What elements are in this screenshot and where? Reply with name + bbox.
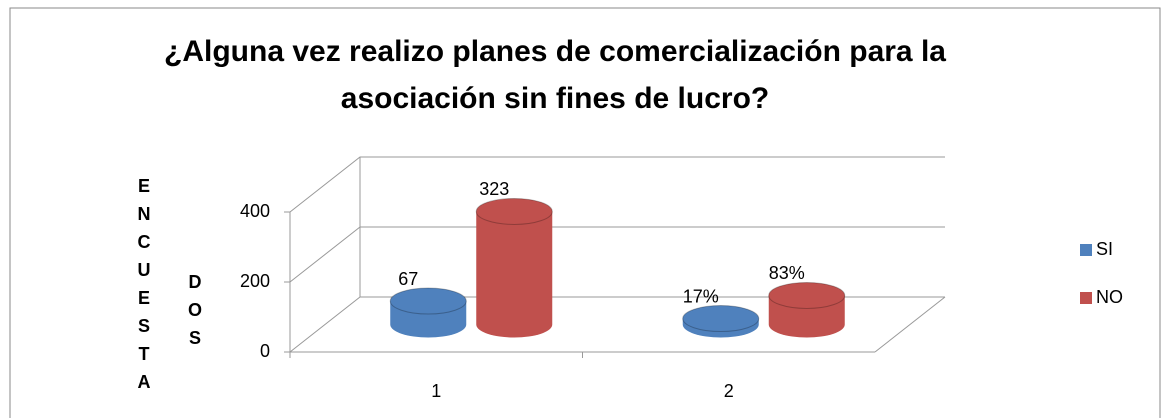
grid-line: [289, 296, 945, 353]
chart-border: [9, 7, 1161, 418]
bar: [682, 305, 760, 338]
data-label: 17%: [683, 286, 719, 306]
grid-line: [289, 156, 945, 213]
y-tick-label: 200: [240, 271, 270, 291]
y-tick-label: 400: [240, 201, 270, 221]
y-label: ENCUESTA: [137, 176, 151, 392]
bar: [389, 287, 467, 338]
x-tick-label: 2: [724, 381, 734, 401]
legend-label: NO: [1096, 287, 1123, 307]
grid-line: [289, 226, 945, 283]
bar: [768, 281, 846, 338]
legend-swatch: [1080, 244, 1092, 256]
legend-swatch: [1080, 292, 1092, 304]
chart-title: ¿Alguna vez realizo planes de comerciali…: [164, 35, 946, 115]
data-label: 323: [479, 179, 509, 199]
bar: [475, 197, 553, 338]
x-tick-label: 1: [431, 381, 441, 401]
data-label: 67: [398, 269, 418, 289]
axis-line: [874, 296, 946, 353]
data-label: 83%: [769, 263, 805, 283]
legend-label: SI: [1096, 239, 1113, 259]
y-label: DOS: [188, 272, 203, 348]
y-tick-label: 0: [260, 341, 270, 361]
